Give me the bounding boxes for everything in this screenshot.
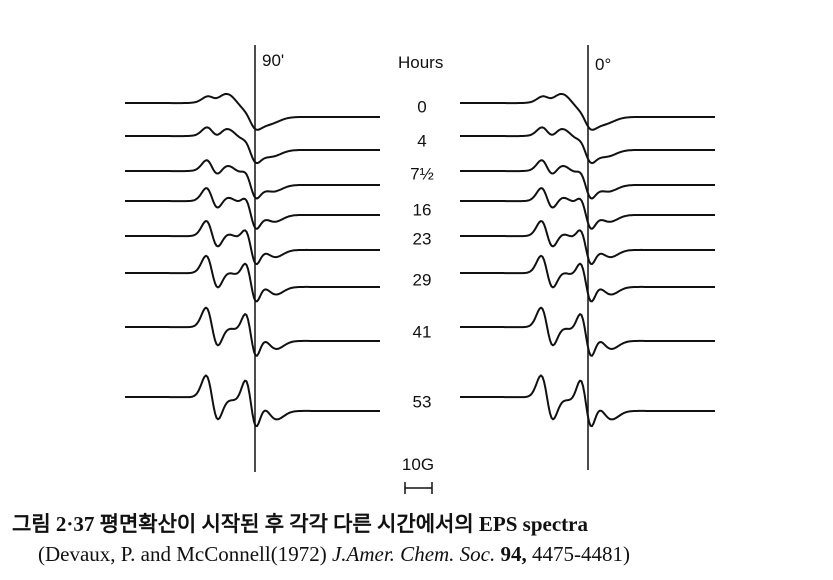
spectrum-curve [460,159,715,200]
left-angle-label: 90' [262,51,284,70]
scale-bar [404,482,433,494]
spectrum-curve [125,306,380,357]
hours-label: 53 [413,392,432,411]
spectrum-curve [460,220,715,266]
spectrum-curve [125,93,380,131]
hours-label: 7½ [410,164,434,183]
caption-journal: J.Amer. Chem. Soc. [332,542,495,566]
caption-citation: (Devaux, P. and McConnell(1972) [38,542,332,566]
caption-line1: 그림 2·37 평면확산이 시작된 후 각각 다른 시간에서의 EPS spec… [12,512,588,536]
hours-label: 0 [417,97,426,116]
spectrum-curve [125,220,380,266]
spectra: 0 4 7½ 16 23 29 41 53 [125,93,715,428]
hours-title: Hours [398,53,443,72]
spectrum-curve [125,187,380,230]
hours-label: 16 [413,200,432,219]
spectrum-curve [460,126,715,165]
scale-label: 10G [402,455,434,474]
spectrum-curve [125,126,380,165]
spectrum-curve [460,254,715,303]
spectrum-curve [460,187,715,230]
spectrum-curve [460,93,715,131]
spectrum-curve [125,254,380,303]
hours-label: 41 [413,322,432,341]
spectrum-curve [460,306,715,357]
right-angle-label: 0° [595,55,611,74]
hours-label: 29 [413,270,432,289]
spectrum-curve [460,374,715,428]
caption-line2: (Devaux, P. and McConnell(1972) J.Amer. … [38,542,630,566]
hours-label: 4 [417,131,426,150]
caption-pages: 4475-4481) [527,542,630,566]
spectrum-curve [125,374,380,428]
caption-volume: 94, [495,542,527,566]
hours-label: 23 [413,229,432,248]
spectrum-curve [125,159,380,200]
